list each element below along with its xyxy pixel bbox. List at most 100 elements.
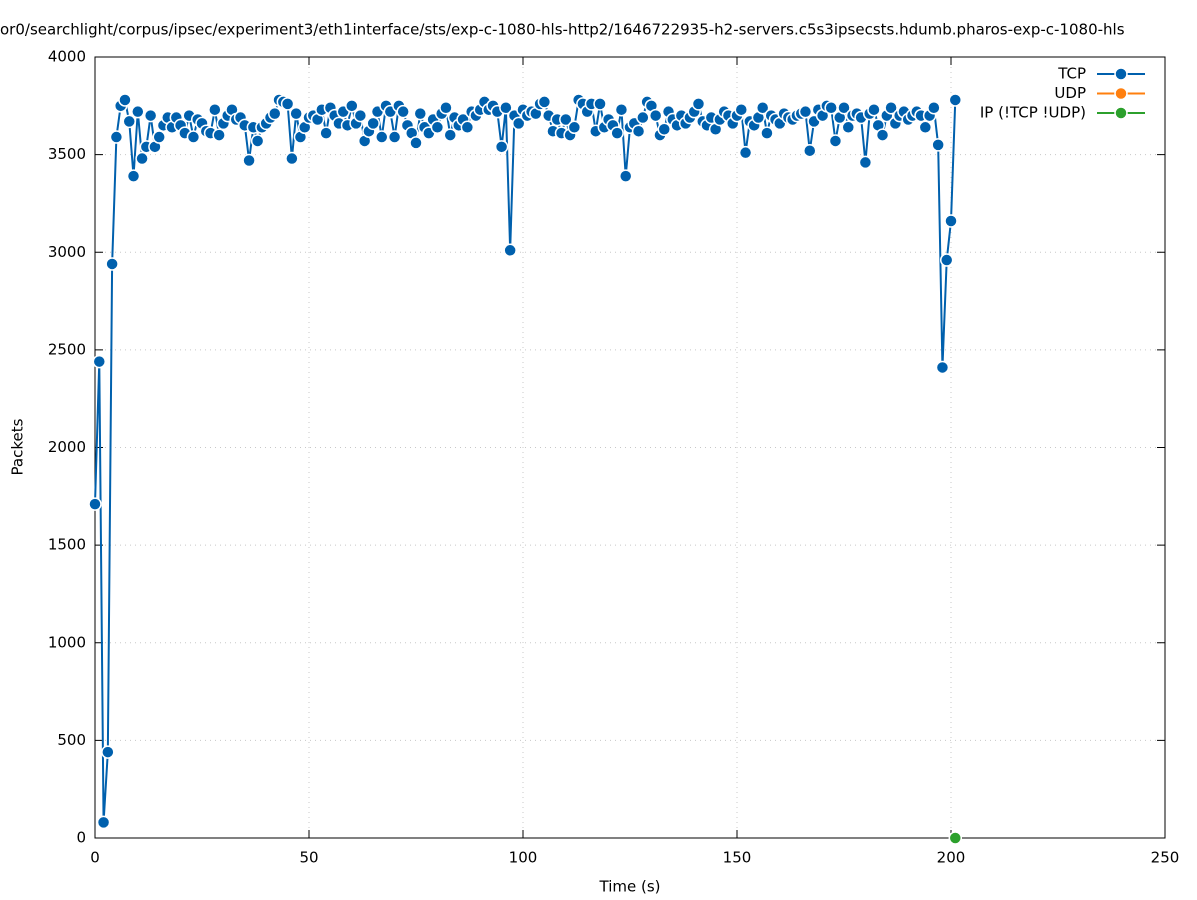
x-tick-label: 250 — [1151, 849, 1180, 867]
data-point — [396, 104, 410, 119]
data-point — [212, 128, 226, 142]
data-point — [614, 102, 629, 117]
data-point — [648, 108, 663, 123]
x-tick-label: 100 — [509, 849, 538, 867]
y-tick-label: 3000 — [48, 243, 86, 261]
data-point — [511, 116, 526, 131]
data-point — [867, 102, 881, 117]
data-point — [618, 169, 633, 183]
data-point — [353, 108, 368, 123]
data-point — [948, 93, 963, 107]
data-point — [755, 101, 770, 115]
legend-marker — [1114, 106, 1128, 120]
data-point — [96, 815, 111, 830]
data-point — [944, 214, 958, 228]
data-point — [593, 97, 607, 111]
data-point — [567, 120, 582, 135]
data-point — [439, 101, 453, 115]
data-point — [824, 101, 838, 115]
plot-border — [94, 56, 1166, 839]
legend-label: IP (!TCP !UDP) — [980, 104, 1086, 122]
data-point — [135, 151, 149, 166]
y-tick-label: 4000 — [48, 48, 86, 66]
chart-title: or0/searchlight/corpus/ipsec/experiment3… — [0, 21, 1125, 39]
data-point — [631, 124, 646, 138]
data-point — [691, 97, 706, 111]
x-tick-label: 0 — [90, 849, 100, 867]
data-point — [186, 130, 201, 144]
data-point — [460, 120, 475, 135]
data-point — [88, 497, 102, 511]
y-tick-label: 3500 — [48, 145, 86, 163]
series-line — [94, 97, 957, 823]
data-point — [841, 120, 856, 135]
y-tick-label: 1000 — [48, 633, 86, 651]
y-tick-label: 2500 — [48, 340, 86, 358]
data-point — [918, 120, 933, 135]
legend-label: TCP — [1057, 65, 1086, 83]
data-point — [285, 151, 299, 166]
data-point — [430, 120, 445, 135]
legend-marker — [1114, 86, 1128, 101]
data-point — [610, 126, 624, 140]
data-point — [927, 101, 941, 115]
data-point — [948, 831, 963, 845]
data-point — [409, 136, 423, 150]
y-tick-label: 500 — [57, 731, 86, 749]
data-point — [931, 138, 945, 152]
data-point — [242, 153, 256, 168]
data-point — [118, 93, 132, 107]
data-point — [413, 106, 428, 121]
data-point — [939, 253, 954, 267]
data-point — [126, 169, 141, 183]
data-point — [92, 354, 107, 369]
x-tick-label: 150 — [723, 849, 752, 867]
data-point — [537, 95, 552, 109]
x-axis-label: Time (s) — [599, 878, 661, 896]
legend-label: UDP — [1054, 84, 1086, 102]
data-point — [289, 106, 303, 121]
data-point — [798, 104, 813, 119]
data-point — [935, 360, 950, 375]
data-point — [734, 102, 749, 117]
data-point — [738, 145, 753, 160]
data-point — [101, 745, 115, 759]
data-point — [559, 112, 573, 127]
y-tick-label: 2000 — [48, 438, 86, 456]
data-point — [345, 99, 359, 113]
data-point — [828, 134, 843, 148]
data-point — [443, 128, 457, 142]
data-point — [858, 155, 873, 170]
data-point — [494, 140, 509, 154]
data-point — [375, 130, 389, 144]
data-point — [366, 116, 380, 131]
x-tick-label: 50 — [299, 849, 318, 867]
data-point — [657, 122, 671, 136]
data-point — [208, 102, 222, 117]
y-axis-label: Packets — [9, 418, 27, 475]
data-point — [143, 108, 158, 123]
data-point — [109, 130, 124, 144]
data-point — [319, 126, 333, 140]
x-tick-label: 200 — [937, 849, 966, 867]
data-point — [884, 101, 898, 115]
data-point — [837, 101, 851, 115]
legend-marker — [1114, 67, 1128, 81]
y-tick-label: 0 — [76, 829, 86, 847]
data-point — [387, 130, 402, 144]
data-point — [105, 257, 119, 271]
data-point — [268, 106, 282, 121]
data-point — [280, 97, 295, 111]
data-point — [803, 143, 817, 158]
data-point — [499, 101, 513, 115]
y-tick-label: 1500 — [48, 536, 86, 554]
data-point — [875, 128, 890, 142]
data-point — [122, 114, 136, 129]
data-point — [152, 130, 166, 144]
data-point — [503, 243, 517, 258]
data-point — [250, 134, 265, 148]
data-point — [131, 104, 145, 119]
data-point — [636, 110, 650, 125]
